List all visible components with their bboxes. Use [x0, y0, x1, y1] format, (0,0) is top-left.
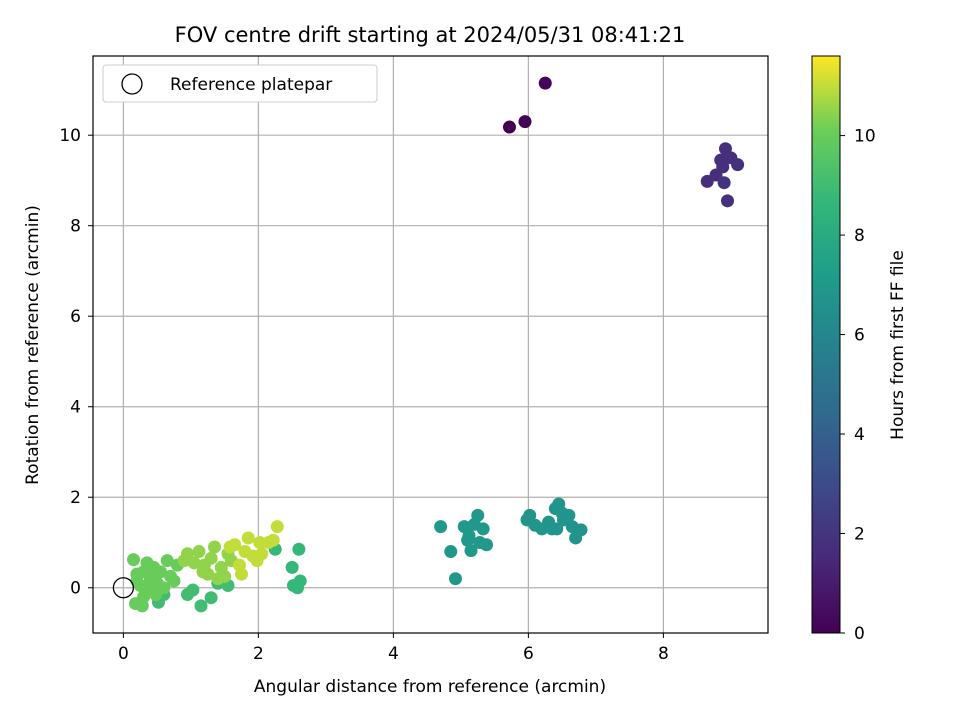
data-point [127, 553, 140, 567]
x-tick-label: 0 [118, 644, 129, 664]
colorbar-tick-label: 2 [854, 525, 865, 545]
data-point [211, 572, 225, 586]
y-tick-label: 4 [70, 398, 81, 418]
data-point [462, 529, 476, 543]
data-point [130, 574, 144, 588]
data-point [448, 572, 462, 586]
colorbar: 0 2 4 6 8 10 Hours from first FF file [811, 55, 908, 644]
reference-platepar-marker [112, 577, 135, 599]
data-point [292, 542, 306, 556]
colorbar-label: Hours from first FF file [888, 250, 908, 440]
data-point [186, 583, 200, 597]
x-tick-label: 4 [388, 644, 399, 664]
data-point [717, 176, 731, 190]
data-point [235, 567, 248, 581]
data-point [716, 160, 730, 174]
data-point [574, 523, 588, 537]
x-axis-label: Angular distance from reference (arcmin) [254, 677, 606, 697]
data-point [204, 591, 218, 605]
data-point [562, 508, 576, 522]
colorbar-tick-label: 8 [854, 226, 865, 246]
data-point [154, 565, 167, 579]
data-point [135, 599, 149, 613]
y-tick-label: 2 [70, 488, 81, 508]
data-point [444, 545, 458, 559]
data-point [464, 544, 478, 558]
data-point [223, 540, 237, 554]
data-point [160, 554, 174, 568]
y-axis-label: Rotation from reference (arcmin) [23, 205, 43, 485]
data-point [196, 565, 210, 579]
axis-ticks: 0 2 4 6 8 0 2 4 6 8 10 [59, 126, 668, 664]
colorbar-tick-label: 4 [854, 425, 865, 445]
data-point [208, 540, 221, 554]
data-point [194, 599, 208, 613]
chart-title: FOV centre drift starting at 2024/05/31 … [175, 23, 686, 47]
y-tick-label: 8 [70, 217, 81, 237]
data-point [167, 574, 181, 588]
y-tick-label: 0 [70, 579, 81, 599]
grid-lines [93, 56, 768, 633]
data-point [721, 194, 734, 208]
data-point [149, 588, 163, 602]
colorbar-tick-label: 10 [854, 127, 876, 147]
plot-frame [92, 55, 769, 634]
colorbar-gradient [811, 55, 841, 634]
data-point [255, 547, 269, 561]
data-point [192, 545, 206, 559]
data-point [293, 574, 307, 588]
data-point [181, 547, 194, 561]
data-point [187, 556, 201, 570]
data-point [137, 565, 151, 579]
data-point [480, 538, 494, 552]
data-point [204, 551, 218, 565]
colorbar-ticks: 0 2 4 6 8 10 [840, 127, 876, 644]
x-tick-label: 6 [523, 644, 534, 664]
data-point [270, 520, 284, 534]
data-point [538, 76, 552, 90]
data-point [731, 158, 745, 172]
data-point [502, 120, 516, 134]
colorbar-tick-label: 0 [854, 624, 865, 644]
data-point [434, 520, 448, 534]
data-point [550, 522, 564, 536]
data-point [518, 115, 532, 129]
data-point [471, 508, 485, 522]
x-tick-label: 8 [658, 644, 669, 664]
colorbar-tick-label: 6 [854, 326, 865, 346]
y-tick-label: 6 [70, 307, 81, 327]
y-tick-label: 10 [59, 126, 81, 146]
data-point [285, 560, 299, 574]
data-points [112, 76, 745, 613]
x-tick-label: 2 [253, 644, 264, 664]
legend-marker-icon [121, 73, 143, 95]
legend: Reference platepar [102, 64, 378, 103]
data-point [266, 533, 280, 547]
legend-entry-label: Reference platepar [170, 75, 332, 95]
data-point [476, 522, 490, 536]
data-point [523, 508, 537, 522]
legend-box [102, 64, 378, 103]
data-point [241, 531, 255, 545]
